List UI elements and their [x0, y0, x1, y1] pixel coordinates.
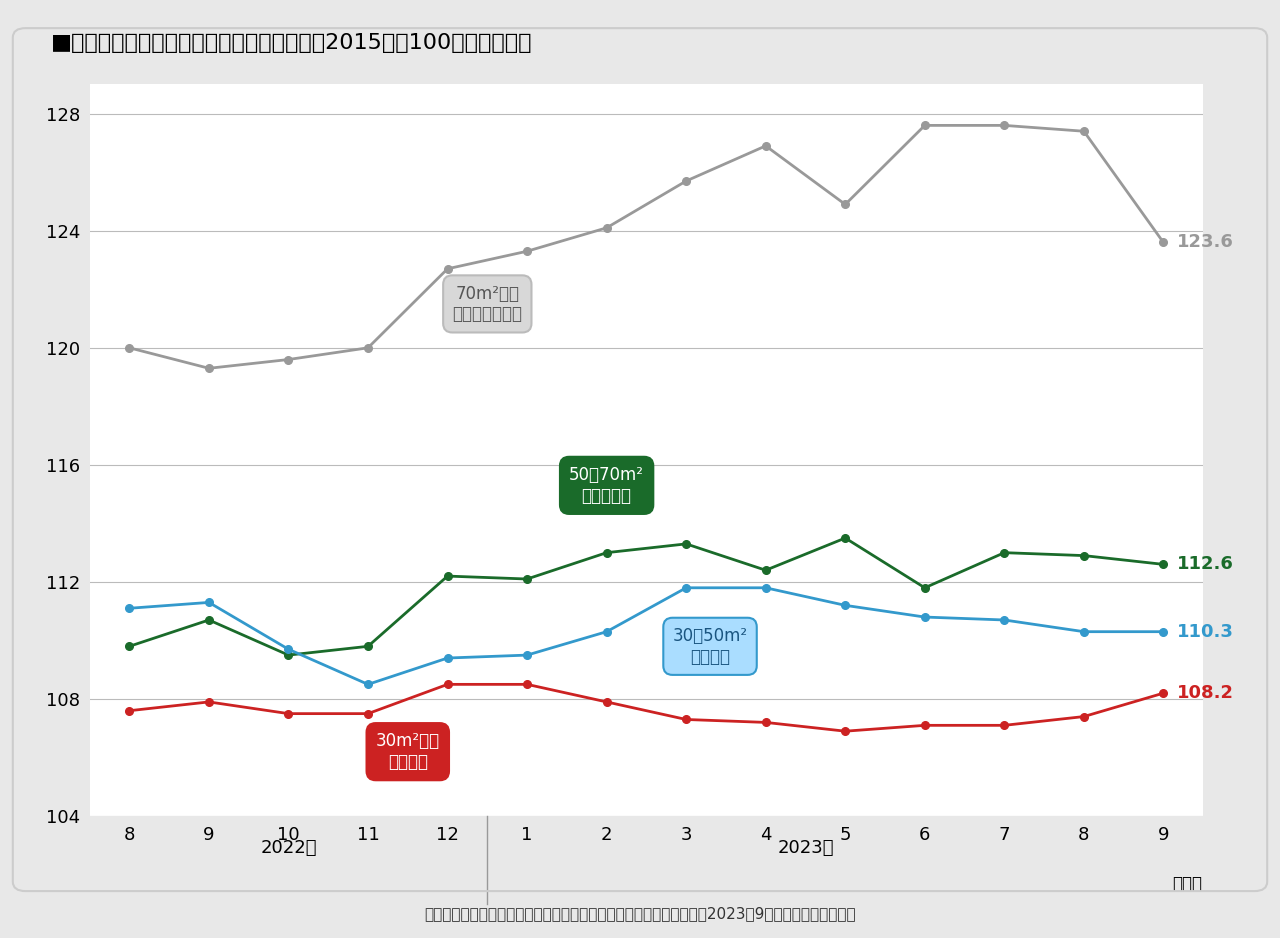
Text: 出典：全国主要都市の「賃貸マンション・アパート」募集家賣動向（2023年9月）アットホーム調べ: 出典：全国主要都市の「賃貸マンション・アパート」募集家賣動向（2023年9月）ア… — [424, 906, 856, 921]
Text: 30～50m²
カップル: 30～50m² カップル — [672, 627, 748, 666]
Text: 50～70m²
ファミリー: 50～70m² ファミリー — [570, 466, 644, 505]
Text: 110.3: 110.3 — [1178, 623, 1234, 641]
Text: ■千葉県－マンション平均家賣指数の推移（2015年＝100としたもの）: ■千葉県－マンション平均家賣指数の推移（2015年＝100としたもの） — [51, 33, 532, 53]
Text: 108.2: 108.2 — [1178, 684, 1234, 703]
Text: 112.6: 112.6 — [1178, 555, 1234, 573]
Text: （月）: （月） — [1172, 874, 1202, 893]
Text: 30m²未満
シングル: 30m²未満 シングル — [376, 733, 440, 771]
Text: 123.6: 123.6 — [1178, 234, 1234, 251]
Text: 70m²以上
大型ファミリー: 70m²以上 大型ファミリー — [452, 284, 522, 324]
Text: 2023年: 2023年 — [777, 840, 833, 857]
Text: 2022年: 2022年 — [260, 840, 316, 857]
